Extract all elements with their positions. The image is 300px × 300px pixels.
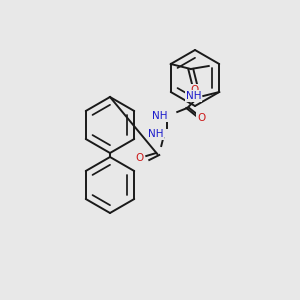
Text: O: O (135, 153, 143, 163)
Text: O: O (190, 85, 199, 95)
Text: O: O (197, 113, 206, 123)
Text: NH: NH (152, 111, 167, 121)
Text: NH: NH (186, 91, 201, 101)
Text: NH: NH (148, 129, 163, 139)
